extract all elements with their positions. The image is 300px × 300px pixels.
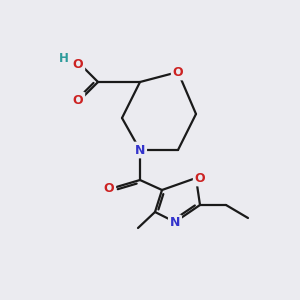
Text: O: O — [73, 58, 83, 70]
Text: O: O — [73, 94, 83, 106]
Text: H: H — [59, 52, 69, 64]
Text: O: O — [104, 182, 114, 194]
Text: N: N — [135, 143, 145, 157]
Text: O: O — [195, 172, 205, 184]
Text: O: O — [173, 65, 183, 79]
Text: N: N — [170, 217, 180, 230]
